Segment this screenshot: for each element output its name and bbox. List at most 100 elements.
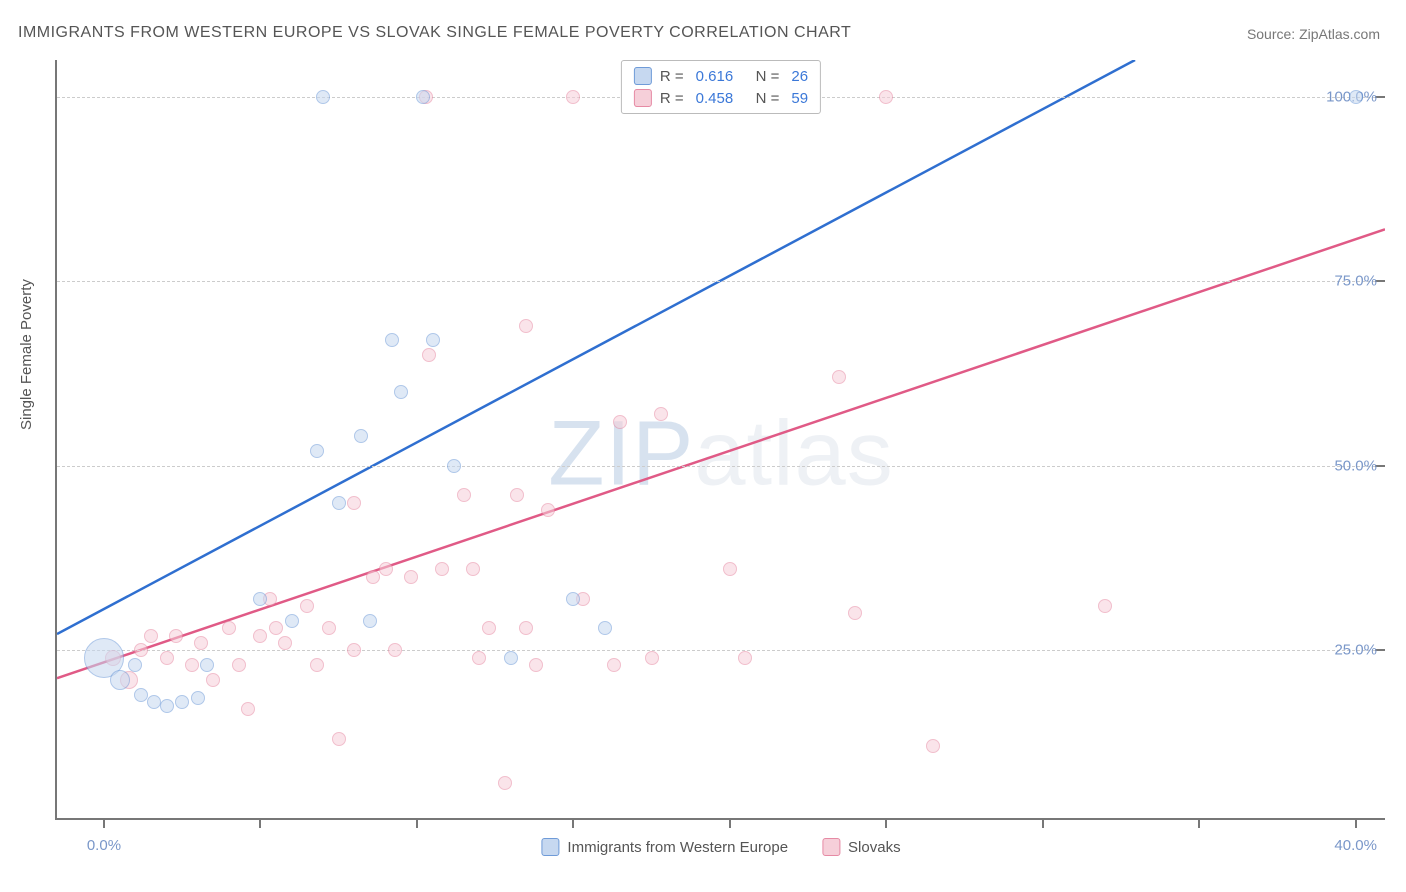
scatter-point-blue — [128, 658, 142, 672]
scatter-point-pink — [232, 658, 246, 672]
chart-title: IMMIGRANTS FROM WESTERN EUROPE VS SLOVAK… — [18, 24, 851, 42]
trend-line-blue — [57, 60, 1135, 634]
legend-series: Immigrants from Western Europe Slovaks — [541, 838, 900, 856]
scatter-point-blue — [285, 614, 299, 628]
scatter-point-blue — [394, 385, 408, 399]
scatter-point-blue — [416, 90, 430, 104]
scatter-point-blue — [110, 670, 130, 690]
gridline — [57, 466, 1385, 467]
scatter-point-pink — [388, 643, 402, 657]
legend-swatch-blue — [541, 838, 559, 856]
scatter-point-pink — [466, 562, 480, 576]
scatter-point-blue — [160, 699, 174, 713]
scatter-point-pink — [613, 415, 627, 429]
scatter-point-pink — [300, 599, 314, 613]
watermark-atlas: atlas — [694, 403, 893, 505]
scatter-point-pink — [519, 319, 533, 333]
scatter-point-blue — [504, 651, 518, 665]
y-tick-label: 75.0% — [1334, 273, 1377, 290]
scatter-point-blue — [363, 614, 377, 628]
scatter-point-pink — [519, 621, 533, 635]
legend-swatch-pink — [822, 838, 840, 856]
legend-n-value-pink: 59 — [791, 90, 808, 107]
scatter-point-pink — [738, 651, 752, 665]
legend-r-value-blue: 0.616 — [696, 68, 748, 85]
scatter-point-pink — [848, 606, 862, 620]
x-tick-mark — [259, 818, 261, 828]
legend-n-label: N = — [756, 68, 780, 85]
scatter-point-blue — [332, 496, 346, 510]
scatter-point-pink — [347, 496, 361, 510]
scatter-point-pink — [206, 673, 220, 687]
scatter-point-pink — [194, 636, 208, 650]
scatter-point-pink — [366, 570, 380, 584]
scatter-point-pink — [498, 776, 512, 790]
legend-n-label: N = — [756, 90, 780, 107]
scatter-point-pink — [607, 658, 621, 672]
legend-row-blue: R = 0.616 N = 26 — [634, 65, 808, 87]
scatter-point-pink — [723, 562, 737, 576]
scatter-point-pink — [347, 643, 361, 657]
legend-n-value-blue: 26 — [791, 68, 808, 85]
scatter-point-blue — [191, 691, 205, 705]
scatter-point-blue — [426, 333, 440, 347]
legend-label-pink: Slovaks — [848, 839, 901, 856]
scatter-plot: ZIPatlas R = 0.616 N = 26 R = 0.458 N = … — [55, 60, 1385, 820]
legend-item-blue: Immigrants from Western Europe — [541, 838, 788, 856]
source-attribution: Source: ZipAtlas.com — [1247, 26, 1380, 42]
legend-r-value-pink: 0.458 — [696, 90, 748, 107]
scatter-point-blue — [385, 333, 399, 347]
scatter-point-blue — [447, 459, 461, 473]
scatter-point-blue — [1349, 90, 1363, 104]
scatter-point-pink — [832, 370, 846, 384]
scatter-point-pink — [435, 562, 449, 576]
x-tick-mark — [729, 818, 731, 828]
scatter-point-pink — [529, 658, 543, 672]
scatter-point-blue — [175, 695, 189, 709]
scatter-point-pink — [379, 562, 393, 576]
x-tick-mark — [1042, 818, 1044, 828]
scatter-point-pink — [654, 407, 668, 421]
scatter-point-pink — [332, 732, 346, 746]
legend-correlation: R = 0.616 N = 26 R = 0.458 N = 59 — [621, 60, 821, 114]
legend-swatch-pink — [634, 89, 652, 107]
x-tick-label: 0.0% — [87, 837, 121, 854]
x-tick-mark — [1198, 818, 1200, 828]
scatter-point-pink — [566, 90, 580, 104]
legend-row-pink: R = 0.458 N = 59 — [634, 87, 808, 109]
y-tick-label: 25.0% — [1334, 642, 1377, 659]
scatter-point-pink — [457, 488, 471, 502]
gridline — [57, 281, 1385, 282]
scatter-point-pink — [222, 621, 236, 635]
scatter-point-pink — [541, 503, 555, 517]
scatter-point-pink — [510, 488, 524, 502]
scatter-point-blue — [310, 444, 324, 458]
y-tick-label: 50.0% — [1334, 457, 1377, 474]
scatter-point-pink — [253, 629, 267, 643]
legend-item-pink: Slovaks — [822, 838, 901, 856]
scatter-point-pink — [160, 651, 174, 665]
scatter-point-blue — [253, 592, 267, 606]
scatter-point-blue — [354, 429, 368, 443]
scatter-point-pink — [278, 636, 292, 650]
x-tick-mark — [885, 818, 887, 828]
scatter-point-pink — [472, 651, 486, 665]
x-tick-mark — [1355, 818, 1357, 828]
legend-r-label: R = — [660, 68, 684, 85]
scatter-point-pink — [482, 621, 496, 635]
scatter-point-blue — [316, 90, 330, 104]
scatter-point-pink — [269, 621, 283, 635]
x-tick-mark — [103, 818, 105, 828]
gridline — [57, 650, 1385, 651]
scatter-point-pink — [310, 658, 324, 672]
x-tick-mark — [416, 818, 418, 828]
scatter-point-pink — [404, 570, 418, 584]
scatter-point-blue — [598, 621, 612, 635]
scatter-point-pink — [422, 348, 436, 362]
scatter-point-pink — [169, 629, 183, 643]
scatter-point-blue — [200, 658, 214, 672]
scatter-point-pink — [1098, 599, 1112, 613]
legend-swatch-blue — [634, 67, 652, 85]
trend-lines — [57, 60, 1385, 818]
y-axis-label: Single Female Poverty — [18, 279, 35, 430]
